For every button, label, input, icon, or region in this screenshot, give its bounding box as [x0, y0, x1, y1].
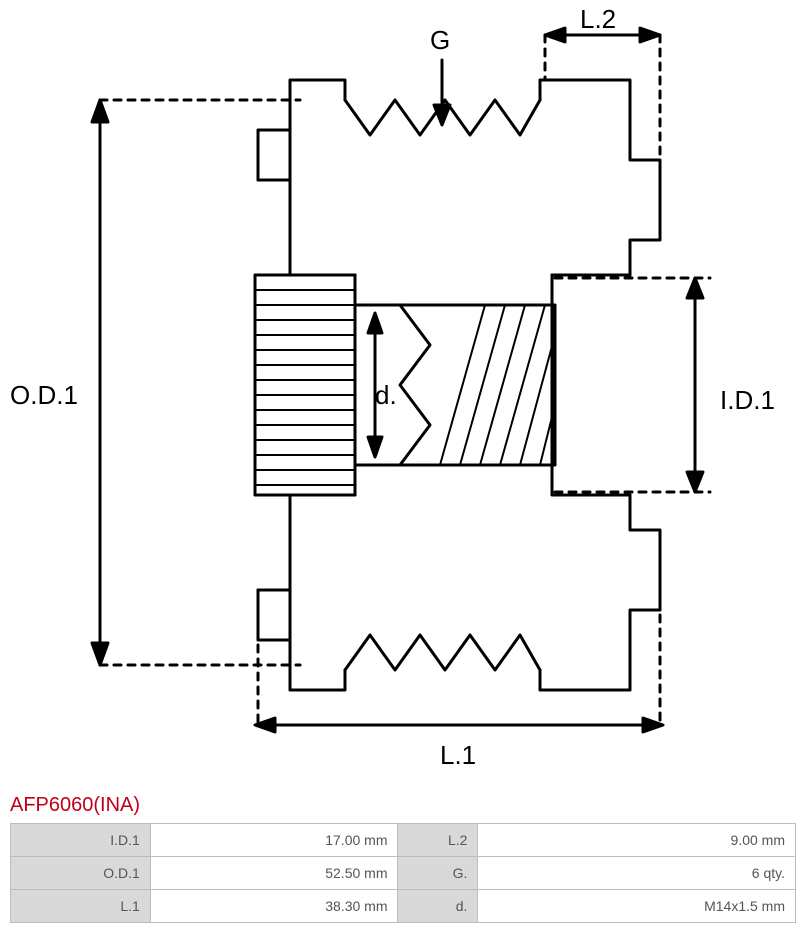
- label-l2: L.2: [580, 4, 616, 35]
- table-row: I.D.117.00 mmL.29.00 mm: [11, 824, 796, 857]
- label-od1: O.D.1: [10, 380, 78, 411]
- spec-key: d.: [398, 890, 478, 923]
- spec-value: M14x1.5 mm: [478, 890, 796, 923]
- spec-key: L.1: [11, 890, 151, 923]
- spec-key: I.D.1: [11, 824, 151, 857]
- spec-value: 6 qty.: [478, 857, 796, 890]
- technical-diagram: O.D.1 G L.2 d. I.D.1 L.1: [0, 0, 796, 790]
- spec-value: 17.00 mm: [150, 824, 398, 857]
- spec-key: L.2: [398, 824, 478, 857]
- spec-value: 52.50 mm: [150, 857, 398, 890]
- spec-key: O.D.1: [11, 857, 151, 890]
- label-l1: L.1: [440, 740, 476, 771]
- spec-table: I.D.117.00 mmL.29.00 mmO.D.152.50 mmG.6 …: [10, 823, 796, 923]
- spec-key: G.: [398, 857, 478, 890]
- table-row: O.D.152.50 mmG.6 qty.: [11, 857, 796, 890]
- spec-value: 38.30 mm: [150, 890, 398, 923]
- spec-value: 9.00 mm: [478, 824, 796, 857]
- table-row: L.138.30 mmd.M14x1.5 mm: [11, 890, 796, 923]
- label-d: d.: [375, 380, 397, 411]
- label-id1: I.D.1: [720, 385, 775, 416]
- diagram-svg: [0, 0, 796, 790]
- label-g: G: [430, 25, 450, 56]
- part-number-title: AFP6060(INA): [0, 790, 796, 823]
